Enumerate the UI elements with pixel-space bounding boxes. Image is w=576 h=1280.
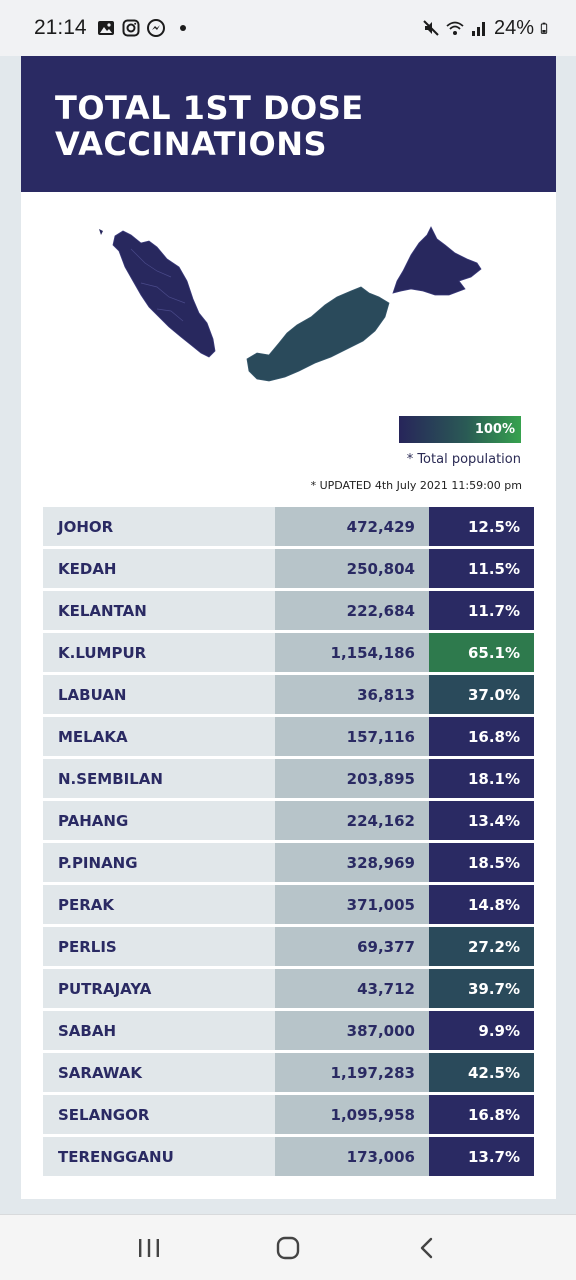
dose-count: 1,197,283: [275, 1053, 429, 1092]
table-row: MELAKA 157,116 16.8%: [43, 717, 534, 756]
population-percent: 13.7%: [429, 1137, 534, 1176]
state-name: LABUAN: [43, 675, 275, 714]
table-row: SABAH 387,000 9.9%: [43, 1011, 534, 1050]
map-sabah: [392, 226, 482, 296]
header: TOTAL 1ST DOSE VACCINATIONS: [21, 56, 556, 192]
vaccination-card: TOTAL 1ST DOSE VACCINATIONS 100% * Total…: [21, 56, 556, 1199]
state-name: KEDAH: [43, 549, 275, 588]
battery-icon: [540, 22, 548, 34]
table-row: KELANTAN 222,684 11.7%: [43, 591, 534, 630]
recent-apps-icon: [139, 1238, 160, 1257]
map-sarawak: [246, 286, 390, 382]
table-row: K.LUMPUR 1,154,186 65.1%: [43, 633, 534, 672]
table-row: PAHANG 224,162 13.4%: [43, 801, 534, 840]
dose-count: 1,154,186: [275, 633, 429, 672]
battery-percent: 24%: [493, 16, 534, 39]
legend-gradient-bar: 100%: [399, 416, 521, 443]
table-row: TERENGGANU 173,006 13.7%: [43, 1137, 534, 1176]
table-row: KEDAH 250,804 11.5%: [43, 549, 534, 588]
population-percent: 12.5%: [429, 507, 534, 546]
state-name: N.SEMBILAN: [43, 759, 275, 798]
dose-count: 222,684: [275, 591, 429, 630]
recent-apps-button[interactable]: [129, 1228, 169, 1268]
dose-count: 203,895: [275, 759, 429, 798]
state-name: P.PINANG: [43, 843, 275, 882]
signal-icon: [471, 22, 485, 36]
table-row: LABUAN 36,813 37.0%: [43, 675, 534, 714]
gallery-icon: [97, 21, 114, 35]
map-peninsular: [112, 230, 216, 358]
state-name: MELAKA: [43, 717, 275, 756]
state-name: PERAK: [43, 885, 275, 924]
home-button[interactable]: [268, 1228, 308, 1268]
state-name: TERENGGANU: [43, 1137, 275, 1176]
state-table: JOHOR 472,429 12.5% KEDAH 250,804 11.5% KELANT…: [43, 507, 534, 1179]
navigation-bar: [0, 1214, 576, 1280]
state-name: K.LUMPUR: [43, 633, 275, 672]
state-name: PUTRAJAYA: [43, 969, 275, 1008]
home-icon: [276, 1236, 300, 1259]
dose-count: 371,005: [275, 885, 429, 924]
dose-count: 43,712: [275, 969, 429, 1008]
mute-icon: [423, 20, 439, 36]
dose-count: 36,813: [275, 675, 429, 714]
dose-count: 224,162: [275, 801, 429, 840]
population-percent: 39.7%: [429, 969, 534, 1008]
legend-note: * Total population: [406, 452, 521, 467]
instagram-icon: [122, 19, 140, 37]
messenger-icon: [146, 19, 165, 37]
state-name: KELANTAN: [43, 591, 275, 630]
population-percent: 16.8%: [429, 717, 534, 756]
wifi-icon: [446, 21, 464, 35]
back-button[interactable]: [407, 1228, 447, 1268]
population-percent: 13.4%: [429, 801, 534, 840]
table-row: SELANGOR 1,095,958 16.8%: [43, 1095, 534, 1134]
population-percent: 9.9%: [429, 1011, 534, 1050]
table-row: PERLIS 69,377 27.2%: [43, 927, 534, 966]
state-name: JOHOR: [43, 507, 275, 546]
state-name: SELANGOR: [43, 1095, 275, 1134]
dose-count: 387,000: [275, 1011, 429, 1050]
state-name: PAHANG: [43, 801, 275, 840]
dose-count: 173,006: [275, 1137, 429, 1176]
table-row: P.PINANG 328,969 18.5%: [43, 843, 534, 882]
population-percent: 11.5%: [429, 549, 534, 588]
state-name: SARAWAK: [43, 1053, 275, 1092]
legend-label: 100%: [474, 422, 515, 437]
malaysia-map: [99, 226, 482, 382]
table-row: N.SEMBILAN 203,895 18.1%: [43, 759, 534, 798]
population-percent: 18.1%: [429, 759, 534, 798]
population-percent: 65.1%: [429, 633, 534, 672]
dose-count: 250,804: [275, 549, 429, 588]
population-percent: 42.5%: [429, 1053, 534, 1092]
state-name: SABAH: [43, 1011, 275, 1050]
population-percent: 37.0%: [429, 675, 534, 714]
dose-count: 69,377: [275, 927, 429, 966]
dose-count: 328,969: [275, 843, 429, 882]
dose-count: 157,116: [275, 717, 429, 756]
table-row: PUTRAJAYA 43,712 39.7%: [43, 969, 534, 1008]
dose-count: 472,429: [275, 507, 429, 546]
population-percent: 27.2%: [429, 927, 534, 966]
status-bar: 21:14 24%: [0, 0, 576, 56]
page-title: TOTAL 1ST DOSE VACCINATIONS: [55, 89, 364, 163]
state-name: PERLIS: [43, 927, 275, 966]
table-row: JOHOR 472,429 12.5%: [43, 507, 534, 546]
status-time: 21:14: [34, 16, 87, 39]
population-percent: 18.5%: [429, 843, 534, 882]
population-percent: 14.8%: [429, 885, 534, 924]
population-percent: 11.7%: [429, 591, 534, 630]
updated-timestamp: * UPDATED 4th July 2021 11:59:00 pm: [310, 479, 522, 492]
dose-count: 1,095,958: [275, 1095, 429, 1134]
back-icon: [420, 1237, 432, 1258]
table-row: PERAK 371,005 14.8%: [43, 885, 534, 924]
population-percent: 16.8%: [429, 1095, 534, 1134]
table-row: SARAWAK 1,197,283 42.5%: [43, 1053, 534, 1092]
notification-dot: [179, 25, 186, 31]
